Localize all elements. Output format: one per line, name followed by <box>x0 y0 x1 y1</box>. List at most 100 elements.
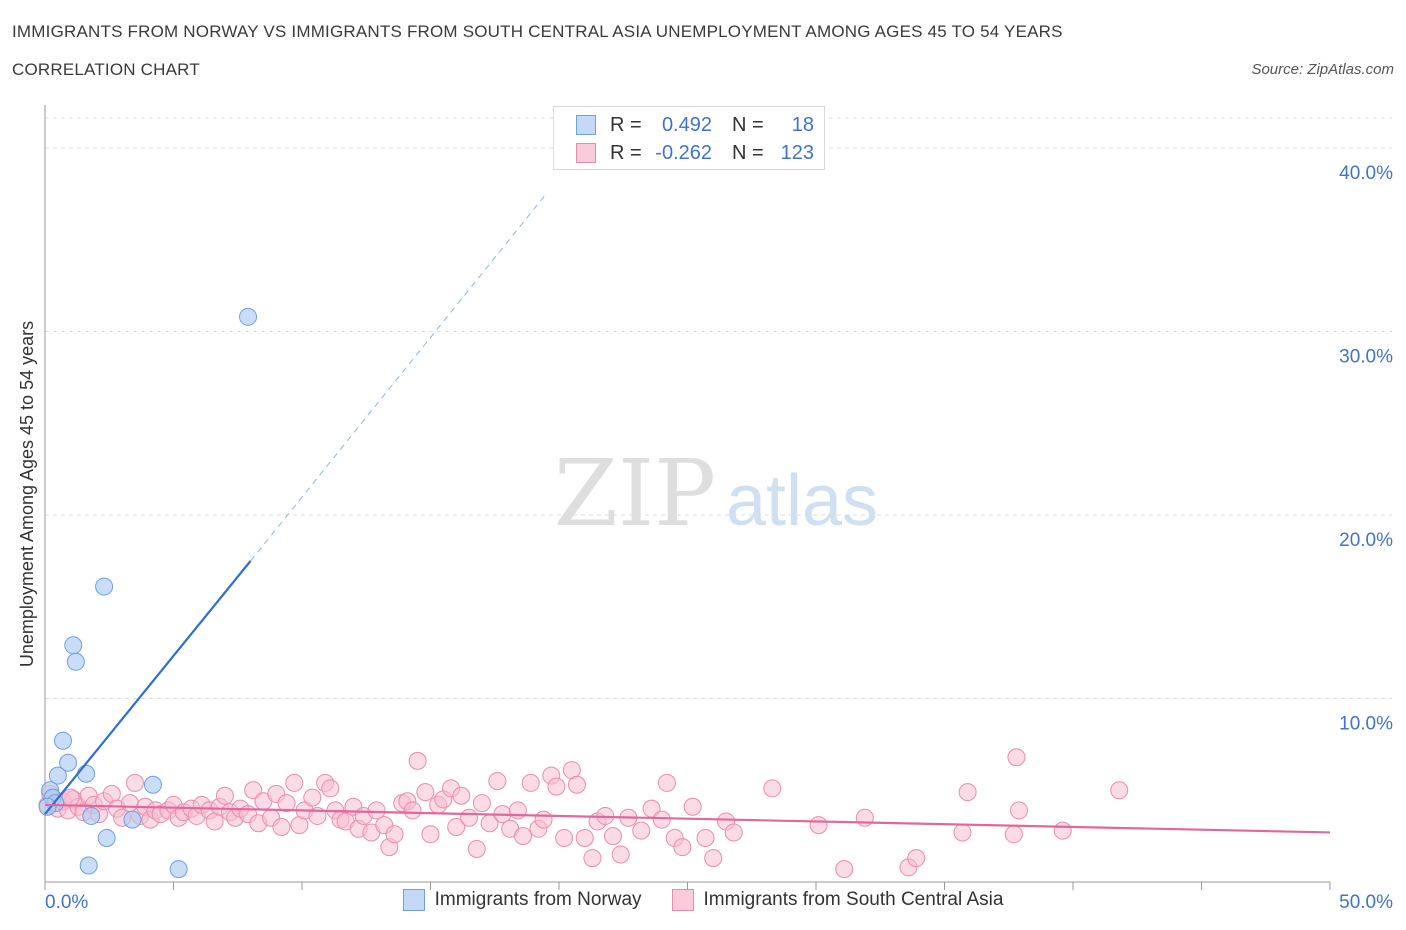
norway-point <box>38 797 57 816</box>
asia-point <box>657 773 676 792</box>
asia-point <box>567 775 586 794</box>
asia-point <box>460 808 479 827</box>
norway-point <box>169 860 188 879</box>
legend-row-norway: R = 0.492 N = 18 <box>576 112 814 138</box>
asia-point <box>403 801 422 820</box>
asia-point <box>421 825 440 844</box>
chart-title: IMMIGRANTS FROM NORWAY VS IMMIGRANTS FRO… <box>12 22 1063 41</box>
grid-lines <box>45 117 1392 699</box>
legend-r-value: 0.492 <box>661 113 712 136</box>
asia-point <box>367 801 386 820</box>
asia-point <box>724 823 743 842</box>
asia-point <box>1110 781 1129 800</box>
y-tick-label: 20.0% <box>1339 530 1393 551</box>
watermark-zip: ZIP <box>554 440 716 547</box>
asia-point <box>1010 801 1029 820</box>
legend-label-norway: Immigrants from Norway <box>434 889 642 910</box>
asia-point <box>958 783 977 802</box>
asia-point <box>416 783 435 802</box>
legend-r-value: -0.262 <box>655 141 712 164</box>
asia-point <box>835 860 854 879</box>
asia-point <box>508 801 527 820</box>
asia-trend-line <box>44 803 1331 834</box>
watermark-atlas: atlas <box>726 461 878 541</box>
asia-point <box>673 838 692 857</box>
asia-point <box>521 773 540 792</box>
y-tick-label: 30.0% <box>1339 347 1393 368</box>
asia-point <box>583 849 602 868</box>
norway-points <box>38 307 258 879</box>
asia-point <box>555 828 574 847</box>
asia-point <box>385 825 404 844</box>
x-tick-label-min: 0.0% <box>45 892 88 913</box>
asia-point <box>215 786 234 805</box>
series-legend: Immigrants from Norway Immigrants from S… <box>0 889 1406 911</box>
asia-point <box>277 794 296 813</box>
correlation-legend: R = 0.492 N = 18 R = -0.262 N = 123 <box>553 106 825 170</box>
asia-point <box>1053 821 1072 840</box>
asia-point <box>1004 825 1023 844</box>
asia-point <box>408 751 427 770</box>
legend-r-label: R = <box>610 141 642 164</box>
legend-swatch-asia <box>576 143 596 163</box>
legend-n-label: N = <box>732 141 764 164</box>
y-axis-label: Unemployment Among Ages 45 to 54 years <box>17 321 37 667</box>
norway-point <box>53 731 72 750</box>
asia-point <box>1007 748 1026 767</box>
norway-point <box>79 856 98 875</box>
asia-point <box>514 827 533 846</box>
asia-point <box>907 849 926 868</box>
legend-item-norway[interactable]: Immigrants from Norway <box>402 889 642 911</box>
asia-point <box>603 827 622 846</box>
norway-point <box>82 806 101 825</box>
legend-row-asia: R = -0.262 N = 123 <box>576 140 814 166</box>
norway-point <box>59 753 78 772</box>
tick-labels: 10.0% 20.0% 30.0% 40.0% 0.0% 50.0% <box>45 163 1393 913</box>
asia-point <box>125 773 144 792</box>
y-tick-label: 10.0% <box>1339 714 1393 735</box>
legend-item-asia[interactable]: Immigrants from South Central Asia <box>671 889 1003 911</box>
norway-point <box>66 652 85 671</box>
asia-point <box>763 779 782 798</box>
x-tick-label-max: 50.0% <box>1339 892 1393 913</box>
asia-point <box>534 810 553 829</box>
asia-point <box>547 777 566 796</box>
legend-swatch-norway <box>402 889 425 911</box>
asia-point <box>809 816 828 835</box>
asia-point <box>467 839 486 858</box>
norway-point <box>239 307 258 326</box>
asia-point <box>61 788 80 807</box>
zipatlas-watermark: ZIP atlas <box>554 440 878 547</box>
asia-point <box>575 828 594 847</box>
trend-lines <box>44 193 1331 834</box>
asia-point <box>285 773 304 792</box>
asia-point <box>953 823 972 842</box>
norway-point <box>123 810 142 829</box>
legend-r-label: R = <box>610 113 642 136</box>
asia-point <box>447 817 466 836</box>
legend-n-value: 123 <box>780 141 814 164</box>
asia-point <box>704 849 723 868</box>
legend-n-value: 18 <box>791 113 814 136</box>
norway-point <box>48 766 67 785</box>
asia-point <box>488 772 507 791</box>
asia-point <box>696 828 715 847</box>
legend-swatch-norway <box>576 115 596 135</box>
legend-swatch-asia <box>671 889 694 911</box>
asia-point <box>303 788 322 807</box>
chart-subtitle: CORRELATION CHART <box>12 60 200 79</box>
asia-point <box>632 821 651 840</box>
asia-point <box>611 845 630 864</box>
asia-point <box>452 786 471 805</box>
asia-point <box>472 794 491 813</box>
norway-point <box>95 577 114 596</box>
norway-point <box>64 636 83 655</box>
norway-point <box>143 775 162 794</box>
asia-points <box>38 748 1129 879</box>
asia-point <box>321 779 340 798</box>
asia-point <box>855 808 874 827</box>
norway-point <box>77 764 96 783</box>
asia-point <box>652 810 671 829</box>
asia-point <box>683 797 702 816</box>
